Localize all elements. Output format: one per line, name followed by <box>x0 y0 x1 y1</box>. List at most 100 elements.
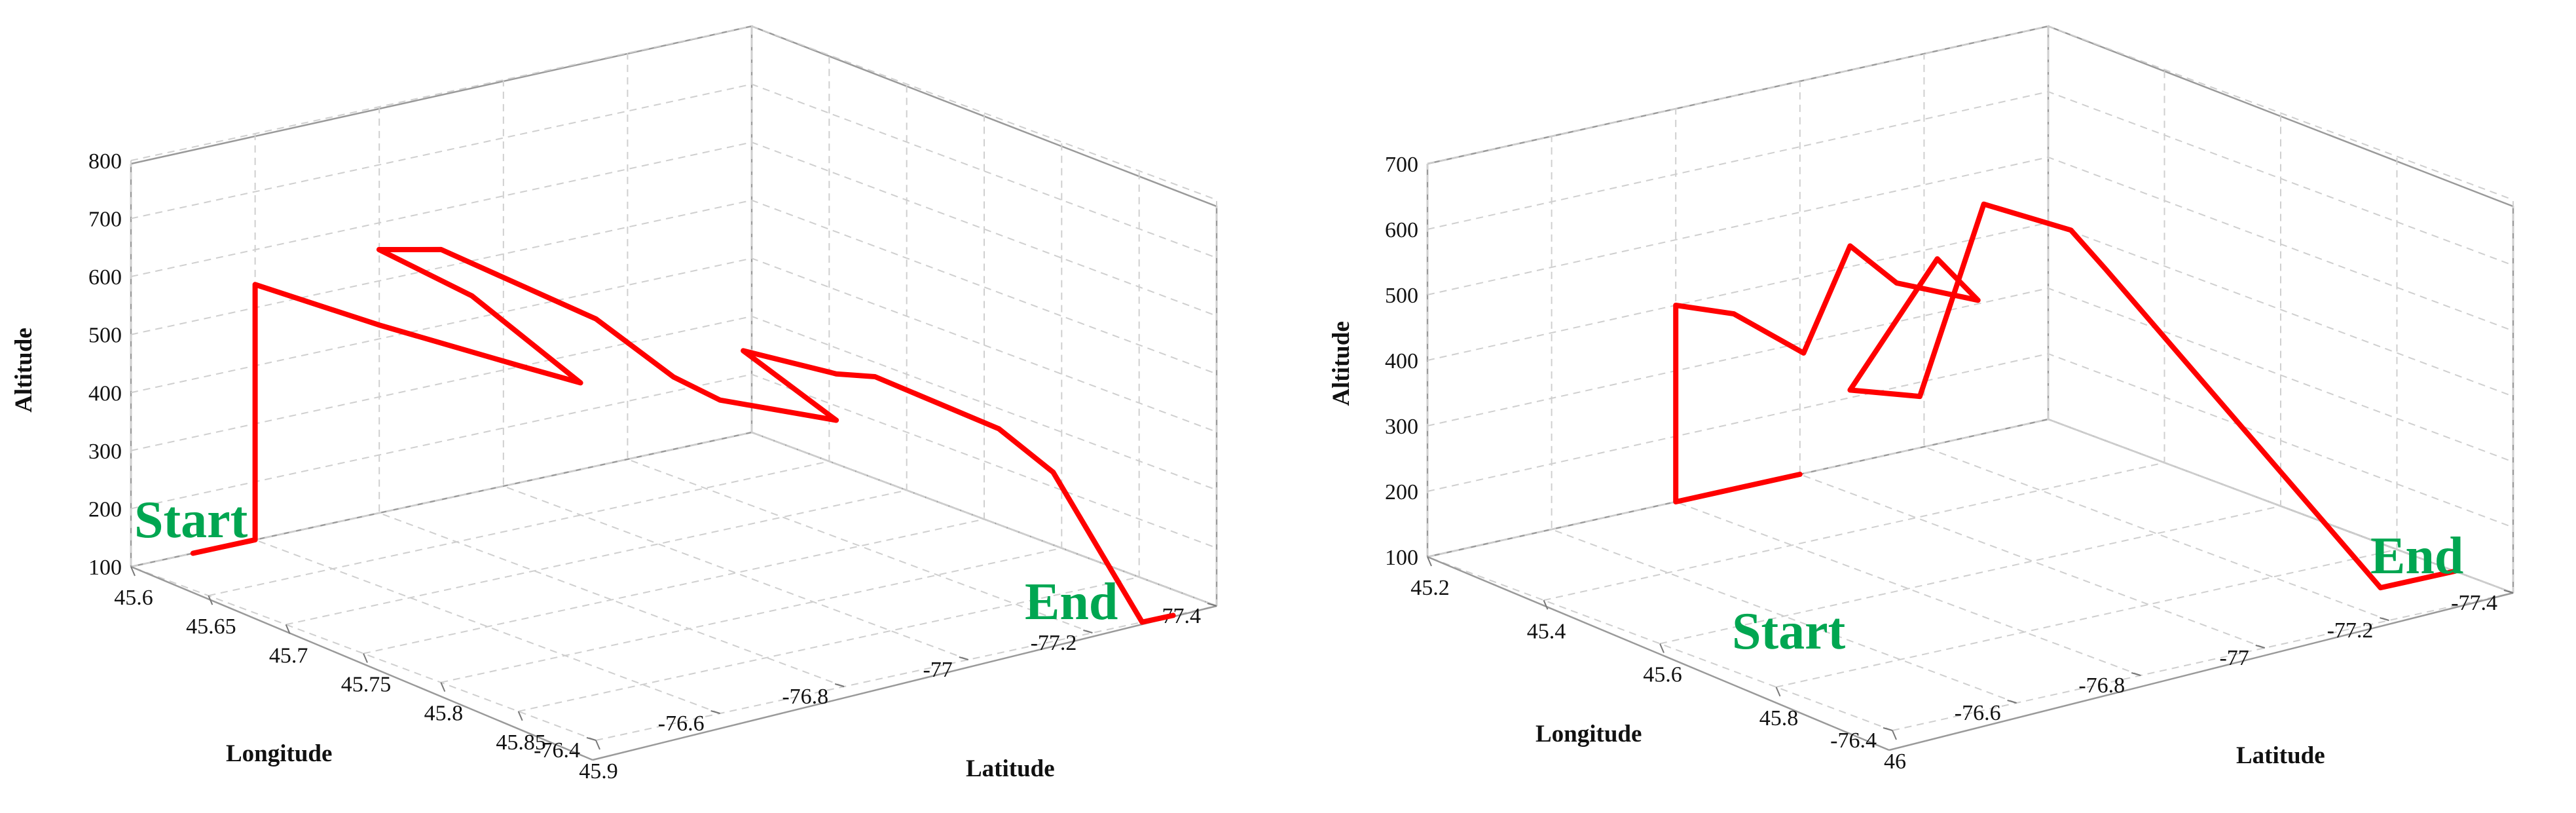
z-tick-label: 700 <box>88 208 122 232</box>
y-tick-mark <box>1659 643 1665 653</box>
y-tick-mark <box>208 595 213 605</box>
y-tick-label: 45.65 <box>186 614 236 639</box>
y-tick-mark <box>285 624 291 634</box>
x-gridline <box>2048 26 2514 594</box>
y-tick-label: 45.2 <box>1410 576 1450 600</box>
tick-labels-left: 100 200 300 400 500 600 700 800 -76.4 -76.6 -76.8 -… <box>88 149 1217 784</box>
x-gridline <box>1675 109 2141 676</box>
z-tick-label: 200 <box>1385 480 1418 504</box>
y-tick-mark <box>440 682 446 692</box>
y-tick-mark <box>517 711 523 721</box>
chart-panel-right: 100 200 300 400 500 600 700 -76.4 -76.6 -76.8 -77 -… <box>1328 25 2514 774</box>
start-annotation-right: Start <box>1732 603 1846 660</box>
z-tick-label: 300 <box>1385 415 1418 439</box>
floor-front-right <box>1427 556 2514 751</box>
x-tick-label: -76.4 <box>534 738 580 763</box>
y-gridline <box>285 84 908 626</box>
y-axis-line-right <box>1888 592 2514 751</box>
z-tick-label: 400 <box>1385 349 1418 373</box>
y-gridline <box>130 26 752 567</box>
y-gridline <box>1659 113 2281 645</box>
z-tick-label: 100 <box>88 556 122 580</box>
y-tick-label: 45.8 <box>1759 706 1799 730</box>
x-tick-label: -76.8 <box>782 685 828 709</box>
y-gridline <box>208 55 830 597</box>
x-gridline <box>627 53 1093 633</box>
x-tick-label: -76.6 <box>658 711 705 736</box>
x-tick-mark <box>2007 700 2017 704</box>
trajectory-line-left <box>190 246 1176 625</box>
x-tick-label: -76.4 <box>1830 728 1877 753</box>
end-annotation-right: End <box>2370 527 2463 585</box>
z-tick-label: 500 <box>88 324 122 348</box>
z-axis-label-right: Altitude <box>1328 321 1355 406</box>
gridlines-left <box>130 25 1217 741</box>
x-tick-mark <box>710 710 720 714</box>
z-tick-label: 300 <box>88 440 122 464</box>
y-gridline <box>441 142 1063 683</box>
x-gridline <box>502 80 969 660</box>
y-tick-label: 45.6 <box>114 586 153 610</box>
x-gridline <box>1551 136 2017 704</box>
x-tick-mark <box>959 656 969 660</box>
z-gridline <box>1427 25 2514 200</box>
y-tick-mark <box>130 566 136 577</box>
z-gridline <box>130 373 1217 549</box>
start-annotation-left: Start <box>134 491 248 549</box>
x-axis-line-left <box>130 565 593 761</box>
x-axis-label-right: Longitude <box>1536 721 1642 747</box>
x-tick-mark <box>834 683 845 687</box>
x-tick-label: -76.6 <box>1955 701 2001 725</box>
y-tick-mark <box>1775 687 1781 697</box>
z-axis-label-left: Altitude <box>10 328 37 413</box>
z-gridline <box>130 257 1217 433</box>
back-walls-right <box>1426 25 2514 594</box>
y-tick-label: 46 <box>1884 749 1906 774</box>
y-gridline <box>1427 26 2049 558</box>
y-gridline <box>1776 156 2398 688</box>
y-axis-label-right: Latitude <box>2236 742 2325 769</box>
z-tick-label: 500 <box>1385 284 1418 308</box>
y-tick-label: 45.8 <box>424 702 464 726</box>
y-tick-mark <box>1543 599 1549 610</box>
z-gridline <box>130 315 1217 491</box>
z-gridline <box>130 25 1217 200</box>
x-tick-label: -77.4 <box>2451 591 2497 615</box>
tick-labels-right: 100 200 300 400 500 600 700 -76.4 -76.6 -76.8 -77 -… <box>1385 153 2514 774</box>
x-gridline <box>1427 164 1893 731</box>
x-axis-label-left: Longitude <box>226 740 332 767</box>
y-tick-label: 45.75 <box>341 673 392 697</box>
z-gridline <box>130 142 1217 317</box>
y-tick-label: 45.4 <box>1527 619 1566 643</box>
x-tick-label: -77 <box>923 658 952 682</box>
y-gridline <box>518 170 1140 712</box>
y-tick-mark <box>1892 730 1897 740</box>
x-tick-mark <box>1083 630 1093 633</box>
z-tick-label: 100 <box>1385 546 1418 570</box>
y-gridline <box>1543 69 2165 601</box>
trajectory-line-right <box>1673 201 2458 591</box>
x-tick-mark <box>2131 672 2141 676</box>
y-tick-label: 45.9 <box>579 759 618 784</box>
z-tick-label: 700 <box>1385 153 1418 177</box>
x-axis-line-right <box>1427 556 1890 751</box>
z-tick-label: 600 <box>1385 218 1418 242</box>
y-axis-line-left <box>592 605 1217 761</box>
floor-front-left <box>130 565 1217 761</box>
y-tick-label: 45.85 <box>496 730 546 755</box>
y-gridline <box>1892 200 2514 731</box>
back-walls-left <box>130 25 1218 607</box>
chart-panel-left: 100 200 300 400 500 600 700 800 -76.4 -76.6 -76.8 -… <box>10 25 1218 784</box>
x-tick-mark <box>2503 590 2514 594</box>
x-gridline <box>1799 81 2266 649</box>
y-gridline <box>363 113 985 654</box>
z-tick-label: 800 <box>88 149 122 174</box>
y-tick-mark <box>363 653 368 663</box>
y-tick-mark <box>595 740 600 750</box>
x-tick-label: -76.8 <box>2078 673 2125 698</box>
y-axis-label-left: Latitude <box>966 755 1055 782</box>
x-tick-mark <box>2380 617 2389 621</box>
back-wall-x-edge <box>1427 25 2050 419</box>
z-tick-label: 400 <box>88 381 122 406</box>
